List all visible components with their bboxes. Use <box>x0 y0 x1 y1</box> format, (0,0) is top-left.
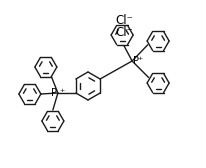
Text: Cl⁻: Cl⁻ <box>115 13 132 27</box>
Text: Cl⁻: Cl⁻ <box>115 26 132 38</box>
Text: P: P <box>51 88 57 98</box>
Text: P: P <box>132 56 138 66</box>
Text: +: + <box>59 88 64 93</box>
Text: +: + <box>137 56 142 61</box>
